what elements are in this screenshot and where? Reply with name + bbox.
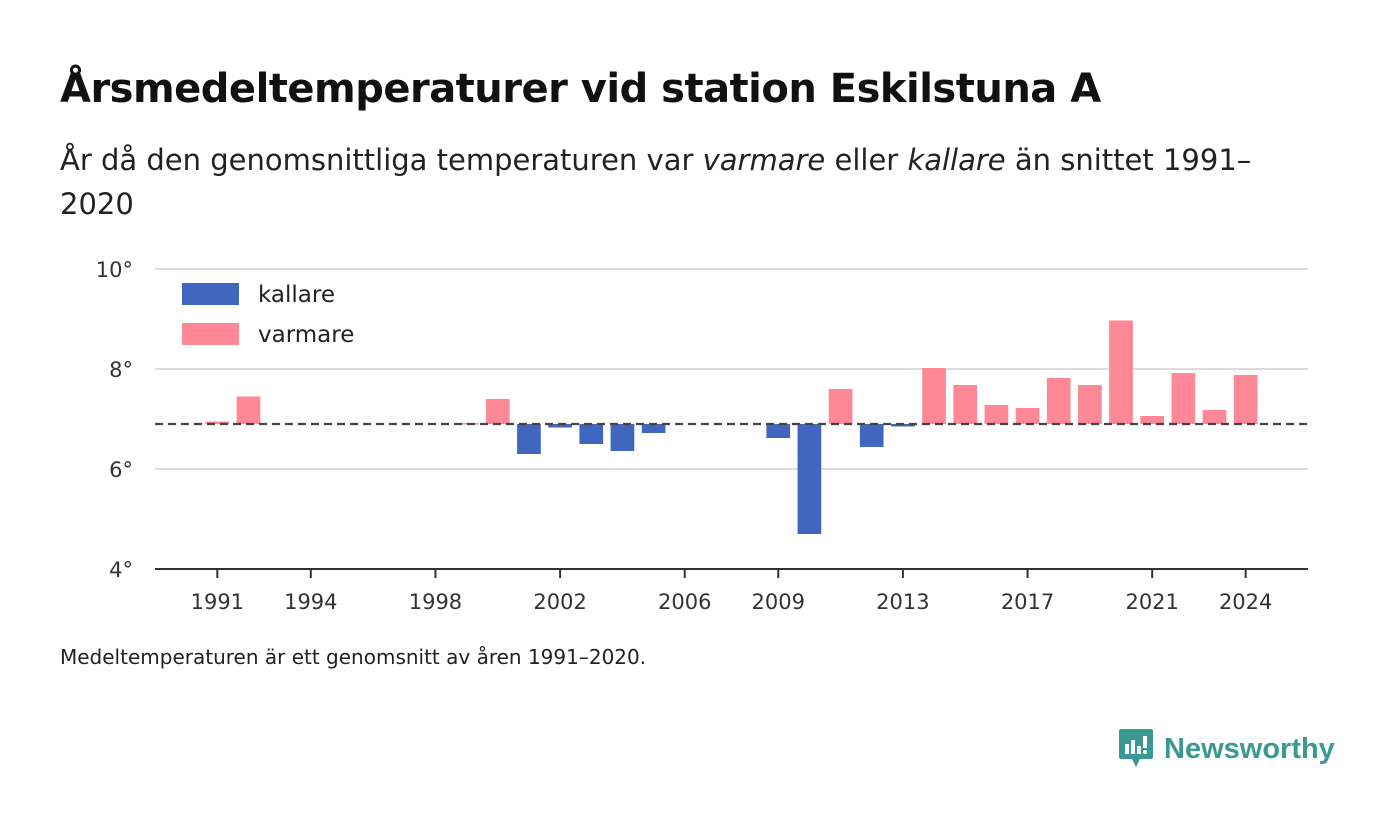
x-tick-label: 2006 (658, 590, 711, 614)
x-tick-label: 1998 (409, 590, 462, 614)
bar-2019 (1078, 385, 1102, 424)
x-tick-label: 2017 (1001, 590, 1054, 614)
y-tick-label: 4° (109, 558, 133, 582)
footnote: Medeltemperaturen är ett genomsnitt av å… (60, 645, 647, 669)
subtitle-warm-word: varmare (702, 143, 826, 177)
legend-label-kallare: kallare (258, 282, 335, 308)
brand-name: Newsworthy (1164, 732, 1335, 765)
bar-2023 (1202, 410, 1227, 424)
bar-2015 (953, 385, 978, 424)
x-tick-label: 1991 (191, 590, 244, 614)
legend: kallare varmare (182, 282, 354, 348)
bar-2022 (1171, 373, 1196, 424)
subtitle-part-1: År då den genomsnittliga temperaturen va… (60, 143, 703, 177)
subtitle-part-2: eller (825, 143, 908, 177)
subtitle-part-3: än snittet 1991–2020 (60, 143, 1252, 221)
bar-2005 (641, 424, 666, 433)
chart-subtitle: År då den genomsnittliga temperaturen va… (60, 138, 1280, 226)
y-tick-label: 6° (109, 458, 133, 482)
x-tick-label: 2024 (1219, 590, 1272, 614)
bar-2001 (517, 424, 541, 454)
chart-title: Årsmedeltemperaturer vid station Eskilst… (60, 66, 1101, 112)
bar-2004 (610, 424, 635, 451)
bar-1992 (236, 396, 261, 424)
x-tick-label: 2009 (752, 590, 805, 614)
bar-2009 (766, 424, 791, 438)
bar-2020 (1109, 320, 1133, 424)
bar-chart: 4° 6° 8° 10° 1991 1994 1998 2002 2006 2009 2013 201… (96, 258, 1308, 614)
y-tick-label: 8° (109, 358, 133, 382)
bar-2002 (548, 424, 572, 428)
bar-2010 (797, 424, 822, 534)
bar-2014 (922, 368, 946, 424)
bar-2016 (984, 405, 1009, 424)
x-tick-label: 2021 (1125, 590, 1178, 614)
legend-label-varmare: varmare (258, 322, 354, 348)
bar-2024 (1233, 375, 1258, 424)
bar-2012 (859, 424, 884, 447)
brand: Newsworthy (1118, 727, 1335, 771)
subtitle-cold-word: kallare (907, 143, 1006, 177)
newsworthy-logo-icon (1119, 729, 1153, 767)
bar-2000 (485, 399, 510, 424)
bar-1999 (454, 423, 479, 425)
bar-2021 (1140, 416, 1165, 424)
axes: 4° 6° 8° 10° 1991 1994 1998 2002 2006 2009 2013 201… (96, 258, 1308, 614)
legend-swatch-kallare (182, 283, 239, 305)
y-tick-label: 10° (96, 258, 133, 282)
bar-2017 (1015, 408, 1040, 424)
bar-2003 (579, 424, 604, 444)
legend-swatch-varmare (182, 323, 239, 345)
bar-2011 (828, 389, 853, 424)
bars (205, 320, 1258, 534)
bar-2018 (1046, 378, 1071, 424)
x-tick-label: 1994 (284, 590, 337, 614)
bar-1991 (205, 421, 230, 424)
x-tick-label: 2013 (876, 590, 929, 614)
x-tick-label: 2002 (533, 590, 586, 614)
bar-2013 (891, 424, 915, 427)
